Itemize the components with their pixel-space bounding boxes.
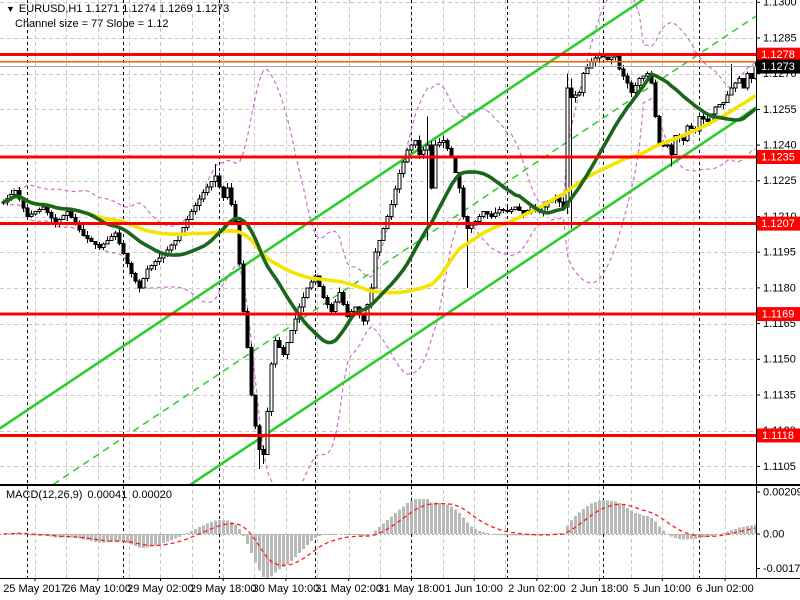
price-level-badge-label: 1.1235 — [761, 151, 795, 163]
ma-slow-line — [2, 93, 756, 295]
price-level-badge — [757, 216, 800, 231]
current-price-badge — [757, 59, 800, 74]
ma-fast-line — [2, 72, 756, 345]
macd-name: MACD(12,26,9) — [6, 489, 83, 501]
ma-slow — [2, 93, 756, 295]
price-level-badge — [757, 47, 800, 62]
time-axis-label: 6 Jun 02:00 — [696, 583, 754, 595]
time-axis-label: 26 May 10:00 — [64, 583, 131, 595]
macd-signal-line — [3, 502, 756, 567]
price-level-badge — [757, 428, 800, 443]
macd-histogram — [6, 499, 756, 578]
price-axis-label: 1.1240 — [763, 140, 797, 152]
quote-text: EURUSD,H1 1.1271 1.1274 1.1269 1.1273 — [18, 3, 230, 15]
price-level-badge — [757, 150, 800, 164]
macd-axis-label: 0.00 — [763, 528, 784, 540]
price-level-badge-label: 1.1169 — [762, 308, 795, 320]
time-axis-label: 2 Jun 18:00 — [571, 583, 629, 595]
time-axis-label: 1 Jun 10:00 — [445, 583, 503, 595]
ma-fast — [2, 72, 756, 345]
support-resistance-lines[interactable] — [0, 53, 756, 437]
time-axis-label: 5 Jun 10:00 — [634, 583, 692, 595]
channel-annotation: Channel size = 77 Slope = 1.12 — [15, 18, 169, 30]
panel-borders — [0, 0, 800, 579]
candlestick-series — [1, 50, 756, 469]
time-axis-label: 31 May 02:00 — [315, 583, 382, 595]
collapse-indicator-icon[interactable]: ▼ — [6, 4, 15, 14]
time-axis-label: 2 Jun 02:00 — [508, 583, 566, 595]
price-level-badge-label: 1.1118 — [762, 430, 794, 442]
price-level-badge-label: 1.1207 — [761, 218, 795, 230]
price-axis[interactable]: 1.13001.12851.12701.12551.12401.12251.12… — [756, 0, 800, 473]
channel-upper-line[interactable] — [0, 0, 800, 533]
price-axis-label: 1.1285 — [763, 32, 797, 44]
price-axis-label: 1.1300 — [763, 0, 797, 9]
macd-axis-label: 0.00209 — [763, 486, 800, 498]
price-axis-label: 1.1180 — [763, 282, 796, 294]
time-axis-label: 29 May 02:00 — [127, 583, 194, 595]
quote-line: ▼ EURUSD,H1 1.1271 1.1274 1.1269 1.1273 — [6, 3, 229, 15]
current-price-badge-label: 1.1273 — [761, 61, 795, 73]
price-axis-label: 1.1105 — [763, 461, 796, 473]
time-axis-label: 31 May 18:00 — [378, 583, 445, 595]
time-axis-label: 25 May 2017 — [3, 583, 67, 595]
price-axis-label: 1.1255 — [763, 104, 797, 116]
price-axis-label: 1.1135 — [763, 389, 796, 401]
price-level-badge — [757, 307, 800, 322]
price-axis-label: 1.1195 — [763, 247, 796, 259]
macd-signal-value: 0.00020 — [132, 489, 172, 501]
price-axis-label: 1.1150 — [763, 354, 796, 366]
price-axis-label: 1.1225 — [763, 175, 797, 187]
price-level-badge-label: 1.1278 — [761, 49, 795, 61]
macd-signal — [3, 502, 756, 567]
macd-value: 0.00041 — [87, 489, 128, 501]
macd-indicator-label: MACD(12,26,9) 0.00041 0.00020 — [6, 489, 177, 501]
time-axis-label: 30 May 10:00 — [253, 583, 320, 595]
time-axis-label: 29 May 18:00 — [190, 583, 257, 595]
